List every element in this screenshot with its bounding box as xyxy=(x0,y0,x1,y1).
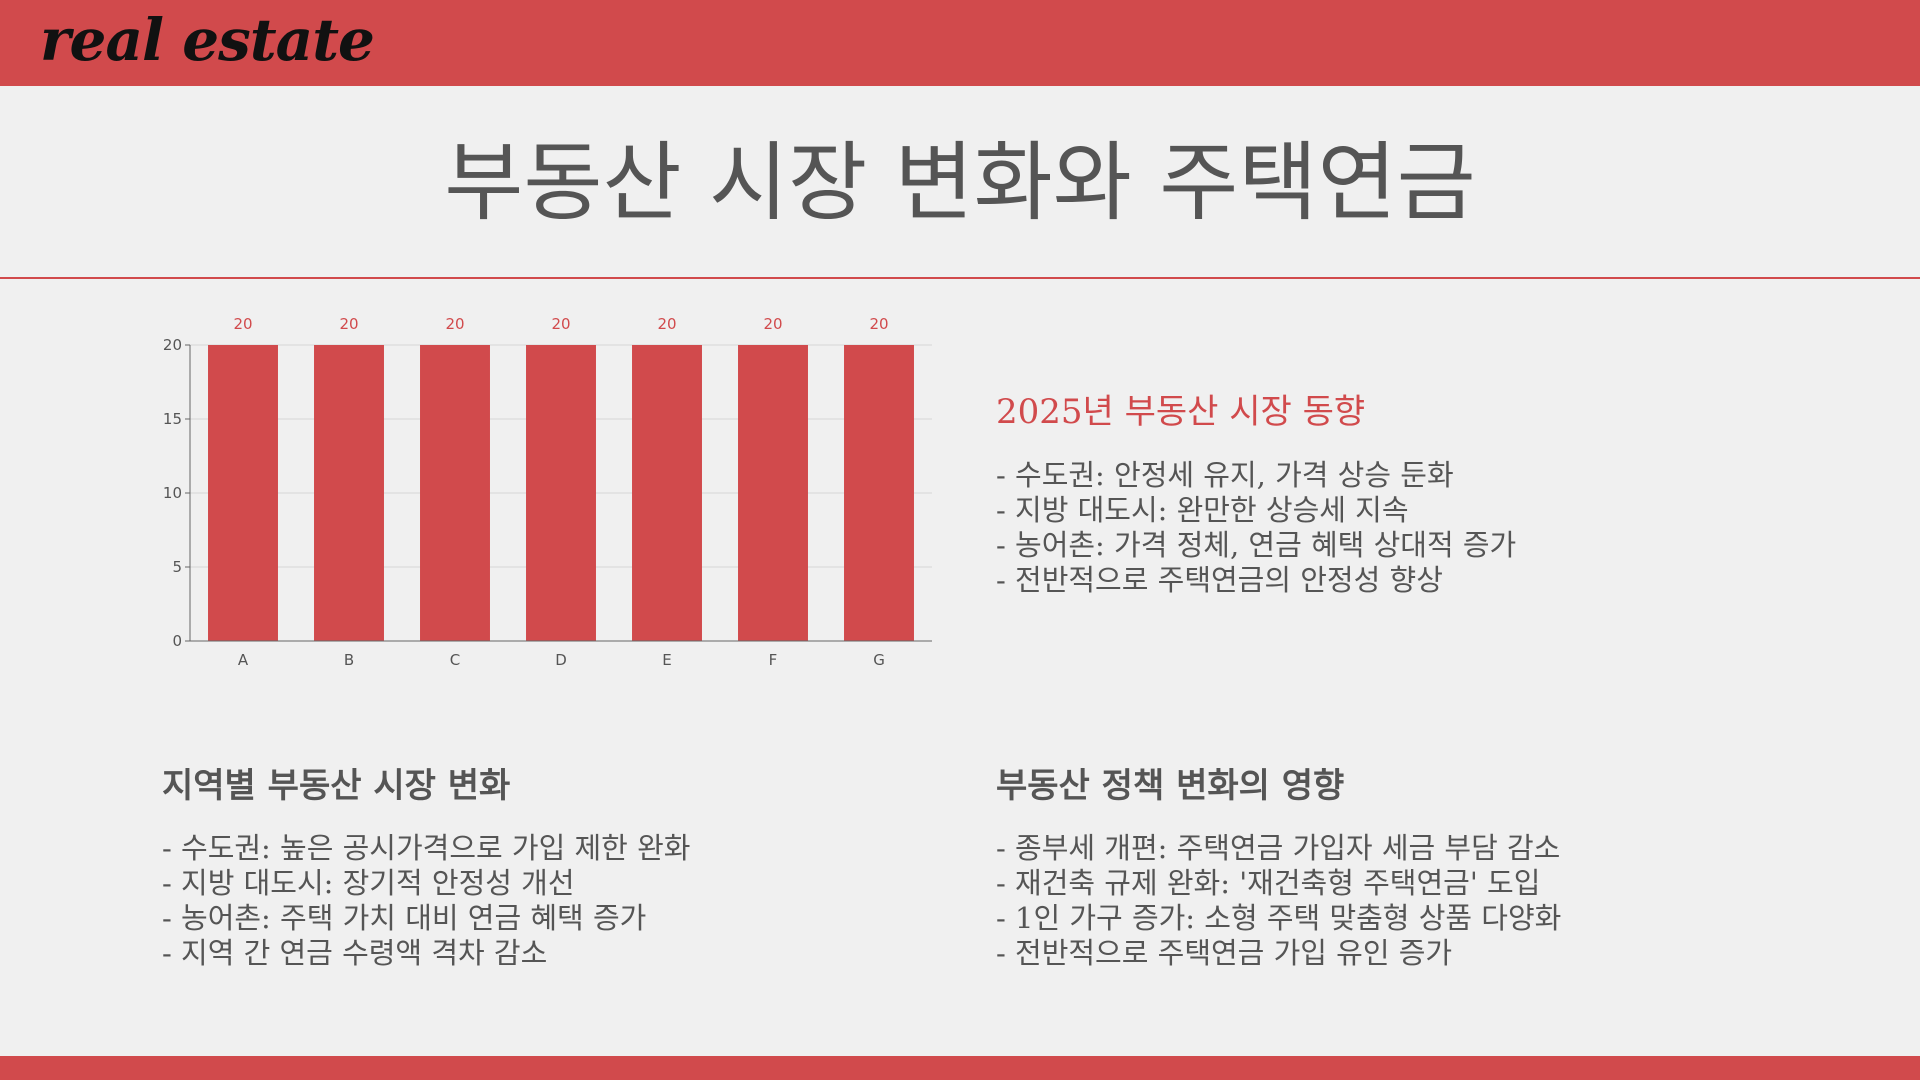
list-item: - 지역 간 연금 수령액 격차 감소 xyxy=(162,936,548,970)
market-trend-title: 2025년 부동산 시장 동향 xyxy=(996,392,1366,432)
regional-change-list: - 수도권: 높은 공시가격으로 가입 제한 완화 - 지방 대도시: 장기적 … xyxy=(162,831,690,971)
data-label: 20 xyxy=(339,315,358,333)
y-tick-label: 15 xyxy=(163,410,182,428)
x-tick-label: D xyxy=(555,651,567,669)
footer-bar xyxy=(0,1056,1920,1080)
list-item: - 전반적으로 주택연금의 안정성 향상 xyxy=(996,563,1443,597)
bar xyxy=(208,345,278,641)
header-bar: real estate xyxy=(0,0,1920,86)
y-tick-label: 20 xyxy=(163,336,182,354)
list-item: - 농어촌: 주택 가치 대비 연금 혜택 증가 xyxy=(162,901,647,935)
page-title: 부동산 시장 변화와 주택연금 xyxy=(444,133,1476,233)
list-item: - 지방 대도시: 완만한 상승세 지속 xyxy=(996,493,1409,527)
y-tick-label: 0 xyxy=(172,632,182,650)
list-item: - 종부세 개편: 주택연금 가입자 세금 부담 감소 xyxy=(996,831,1561,865)
y-tick-label: 5 xyxy=(172,558,182,576)
title-divider xyxy=(0,277,1920,279)
list-item: - 재건축 규제 완화: '재건축형 주택연금' 도입 xyxy=(996,866,1541,900)
list-item: - 농어촌: 가격 정체, 연금 혜택 상대적 증가 xyxy=(996,528,1517,562)
bar xyxy=(632,345,702,641)
market-trend-list: - 수도권: 안정세 유지, 가격 상승 둔화 - 지방 대도시: 완만한 상승… xyxy=(996,458,1516,598)
data-label: 20 xyxy=(657,315,676,333)
bar xyxy=(420,345,490,641)
bar xyxy=(526,345,596,641)
list-item: - 1인 가구 증가: 소형 주택 맞춤형 상품 다양화 xyxy=(996,901,1562,935)
list-item: - 수도권: 높은 공시가격으로 가입 제한 완화 xyxy=(162,831,691,865)
x-tick-label: B xyxy=(344,651,354,669)
policy-impact-title: 부동산 정책 변화의 영향 xyxy=(996,766,1345,806)
y-tick-label: 10 xyxy=(163,484,182,502)
brand-logo-text: real estate xyxy=(40,6,375,74)
data-label: 20 xyxy=(869,315,888,333)
data-label: 20 xyxy=(445,315,464,333)
x-tick-label: E xyxy=(662,651,671,669)
data-label: 20 xyxy=(763,315,782,333)
regional-change-title: 지역별 부동산 시장 변화 xyxy=(162,766,511,806)
list-item: - 전반적으로 주택연금 가입 유인 증가 xyxy=(996,936,1453,970)
data-label: 20 xyxy=(233,315,252,333)
x-tick-label: F xyxy=(769,651,778,669)
list-item: - 수도권: 안정세 유지, 가격 상승 둔화 xyxy=(996,458,1454,492)
bar xyxy=(844,345,914,641)
bar xyxy=(314,345,384,641)
list-item: - 지방 대도시: 장기적 안정성 개선 xyxy=(162,866,575,900)
policy-impact-list: - 종부세 개편: 주택연금 가입자 세금 부담 감소 - 재건축 규제 완화:… xyxy=(996,831,1561,971)
data-label: 20 xyxy=(551,315,570,333)
bar-chart: 0 5 10 15 20 20 A 20 B 20 C 20 D 20 E 20 F 20 G xyxy=(163,315,932,669)
bar xyxy=(738,345,808,641)
x-tick-label: A xyxy=(238,651,249,669)
x-tick-label: G xyxy=(873,651,885,669)
x-tick-label: C xyxy=(450,651,460,669)
